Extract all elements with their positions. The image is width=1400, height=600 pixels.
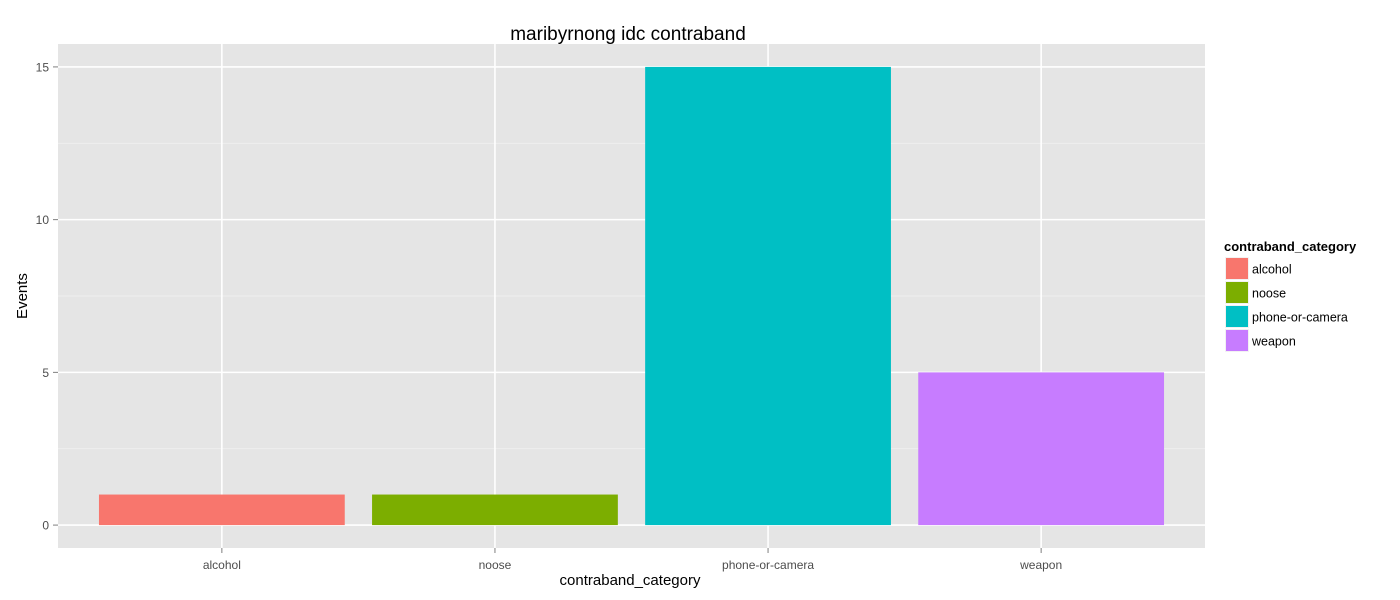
x-axis: alcohol noose phone-or-camera weapon: [203, 548, 1062, 572]
x-tick-label: weapon: [1019, 558, 1062, 572]
y-tick-label: 5: [42, 366, 49, 380]
legend: contraband_category alcohol noose phone-or…: [1224, 239, 1357, 352]
y-tick-label: 0: [42, 519, 49, 533]
bars: [98, 66, 1165, 526]
bar-noose: [372, 494, 618, 526]
legend-swatch-weapon: [1226, 330, 1248, 351]
y-tick-label: 15: [36, 60, 50, 74]
legend-items: alcohol noose phone-or-camera weapon: [1225, 257, 1348, 352]
y-axis: 0 5 10 15: [36, 60, 58, 533]
legend-title: contraband_category: [1224, 239, 1357, 254]
bar-weapon: [918, 372, 1165, 526]
chart-title: maribyrnong idc contraband: [510, 24, 746, 45]
bar-phone-or-camera: [645, 66, 891, 526]
y-axis-title: Events: [14, 273, 31, 319]
legend-swatch-alcohol: [1226, 258, 1248, 279]
legend-label: phone-or-camera: [1252, 311, 1348, 325]
legend-label: alcohol: [1252, 263, 1292, 277]
x-tick-label: phone-or-camera: [722, 558, 814, 572]
y-tick-label: 10: [36, 213, 50, 227]
x-axis-title: contraband_category: [560, 572, 701, 589]
legend-swatch-noose: [1226, 282, 1248, 303]
bar-alcohol: [98, 494, 345, 526]
legend-label: weapon: [1251, 335, 1296, 349]
legend-label: noose: [1252, 287, 1286, 301]
x-tick-label: noose: [479, 558, 512, 572]
x-tick-label: alcohol: [203, 558, 241, 572]
legend-swatch-phone-or-camera: [1226, 306, 1248, 327]
